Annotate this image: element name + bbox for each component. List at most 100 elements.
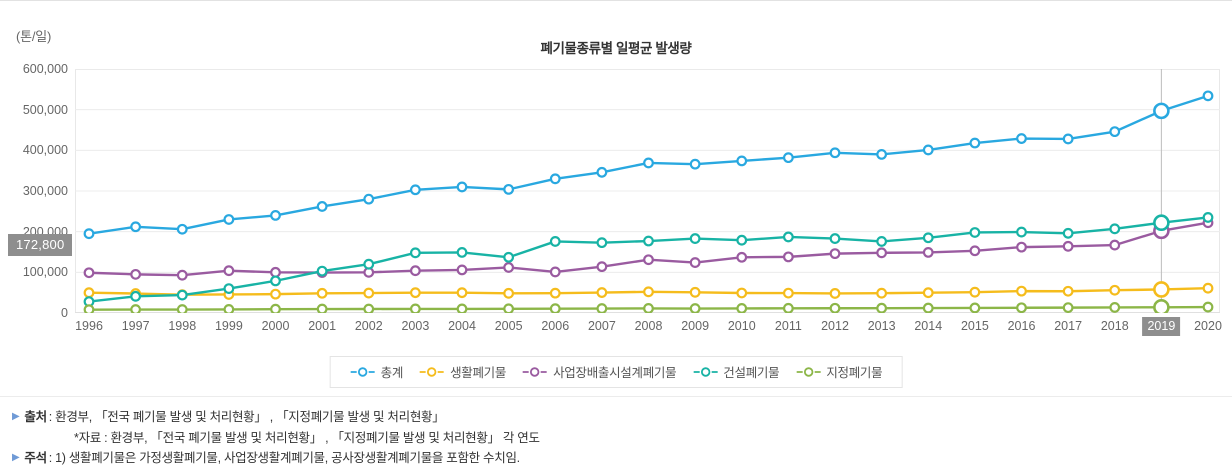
- data-point[interactable]: [829, 248, 841, 260]
- x-axis-tick-2006[interactable]: 2006: [541, 319, 570, 333]
- data-point[interactable]: [689, 233, 701, 244]
- data-point[interactable]: [363, 303, 375, 313]
- data-point[interactable]: [409, 184, 421, 196]
- data-point[interactable]: [736, 234, 748, 246]
- x-axis-tick-2002[interactable]: 2002: [354, 319, 383, 333]
- data-point[interactable]: [922, 302, 934, 313]
- data-point[interactable]: [130, 221, 142, 233]
- data-point[interactable]: [829, 288, 841, 299]
- data-point[interactable]: [1109, 239, 1121, 251]
- x-axis-tick-2013[interactable]: 2013: [867, 319, 896, 333]
- data-point[interactable]: [969, 245, 981, 257]
- data-point[interactable]: [316, 265, 328, 277]
- data-point[interactable]: [503, 183, 515, 195]
- data-point[interactable]: [316, 303, 328, 313]
- data-point[interactable]: [1202, 301, 1214, 313]
- x-axis-tick-2020[interactable]: 2020: [1194, 319, 1222, 333]
- x-axis-tick-2012[interactable]: 2012: [821, 319, 849, 333]
- data-point[interactable]: [1016, 285, 1027, 297]
- data-point[interactable]: [1153, 299, 1170, 313]
- x-axis-tick-2010[interactable]: 2010: [727, 319, 756, 333]
- data-point[interactable]: [1062, 227, 1074, 239]
- data-point[interactable]: [83, 267, 95, 279]
- legend-item-1[interactable]: 총계: [345, 362, 408, 381]
- data-point[interactable]: [270, 266, 281, 278]
- data-point[interactable]: [922, 287, 934, 299]
- data-point[interactable]: [363, 193, 375, 205]
- legend-item-5[interactable]: 지정폐기물: [790, 362, 887, 381]
- x-axis-tick-1999[interactable]: 1999: [214, 319, 243, 333]
- x-axis-tick-2003[interactable]: 2003: [401, 319, 430, 333]
- data-point[interactable]: [922, 247, 934, 258]
- data-point[interactable]: [643, 303, 654, 313]
- data-point[interactable]: [689, 158, 701, 170]
- data-point[interactable]: [1016, 302, 1027, 313]
- data-point[interactable]: [176, 269, 188, 281]
- data-point[interactable]: [736, 251, 748, 263]
- data-point[interactable]: [1153, 214, 1170, 232]
- data-point[interactable]: [643, 254, 654, 266]
- data-point[interactable]: [1109, 126, 1121, 138]
- data-point[interactable]: [176, 289, 188, 301]
- data-point[interactable]: [782, 251, 794, 263]
- data-point[interactable]: [130, 268, 142, 280]
- x-axis-tick-2014[interactable]: 2014: [914, 319, 943, 333]
- data-point[interactable]: [223, 214, 235, 225]
- data-point[interactable]: [876, 247, 888, 259]
- data-point[interactable]: [922, 144, 934, 156]
- data-point[interactable]: [596, 303, 608, 313]
- data-point[interactable]: [969, 227, 981, 238]
- data-point[interactable]: [176, 223, 188, 235]
- x-axis-tick-2017[interactable]: 2017: [1054, 319, 1083, 333]
- data-point[interactable]: [176, 304, 188, 313]
- data-point[interactable]: [549, 287, 561, 299]
- data-point[interactable]: [782, 302, 794, 313]
- data-point[interactable]: [1062, 302, 1074, 313]
- data-point[interactable]: [270, 303, 281, 313]
- x-axis-tick-2000[interactable]: 2000: [261, 319, 290, 333]
- data-point[interactable]: [782, 152, 794, 164]
- data-point[interactable]: [270, 288, 281, 300]
- data-point[interactable]: [782, 287, 794, 299]
- data-point[interactable]: [922, 232, 934, 244]
- data-point[interactable]: [270, 275, 281, 287]
- x-axis-tick-2018[interactable]: 2018: [1100, 319, 1129, 333]
- data-point[interactable]: [549, 303, 561, 313]
- data-point[interactable]: [829, 302, 841, 313]
- x-axis-tick-1996[interactable]: 1996: [75, 319, 103, 333]
- data-point[interactable]: [596, 166, 608, 178]
- data-point[interactable]: [876, 236, 888, 247]
- data-point[interactable]: [316, 287, 328, 299]
- data-point[interactable]: [456, 287, 468, 299]
- data-point[interactable]: [456, 303, 468, 313]
- data-point[interactable]: [876, 302, 888, 313]
- data-point[interactable]: [689, 303, 701, 313]
- data-point[interactable]: [736, 287, 748, 299]
- data-point[interactable]: [736, 303, 748, 313]
- x-axis-tick-2001[interactable]: 2001: [308, 319, 337, 333]
- legend-item-4[interactable]: 건설폐기물: [687, 362, 784, 381]
- x-axis-tick-2011[interactable]: 2011: [774, 319, 802, 333]
- data-point[interactable]: [969, 302, 981, 313]
- data-point[interactable]: [130, 304, 142, 313]
- x-axis-tick-2005[interactable]: 2005: [494, 319, 523, 333]
- data-point[interactable]: [969, 286, 981, 298]
- data-point[interactable]: [83, 304, 95, 313]
- data-point[interactable]: [130, 290, 142, 302]
- data-point[interactable]: [1109, 223, 1121, 235]
- legend-item-2[interactable]: 생활폐기물: [414, 362, 511, 381]
- data-point[interactable]: [223, 304, 235, 313]
- data-point[interactable]: [829, 233, 841, 244]
- data-point[interactable]: [829, 147, 841, 159]
- data-point[interactable]: [1202, 212, 1214, 223]
- data-point[interactable]: [503, 262, 515, 273]
- data-point[interactable]: [1062, 133, 1074, 145]
- x-axis-tick-2009[interactable]: 2009: [681, 319, 710, 333]
- data-point[interactable]: [689, 257, 701, 268]
- x-axis-tick-2004[interactable]: 2004: [448, 319, 476, 333]
- data-point[interactable]: [549, 266, 561, 278]
- x-axis-tick-2015[interactable]: 2015: [960, 319, 989, 333]
- data-point[interactable]: [1109, 284, 1121, 296]
- data-point[interactable]: [456, 181, 468, 193]
- data-point[interactable]: [270, 209, 281, 221]
